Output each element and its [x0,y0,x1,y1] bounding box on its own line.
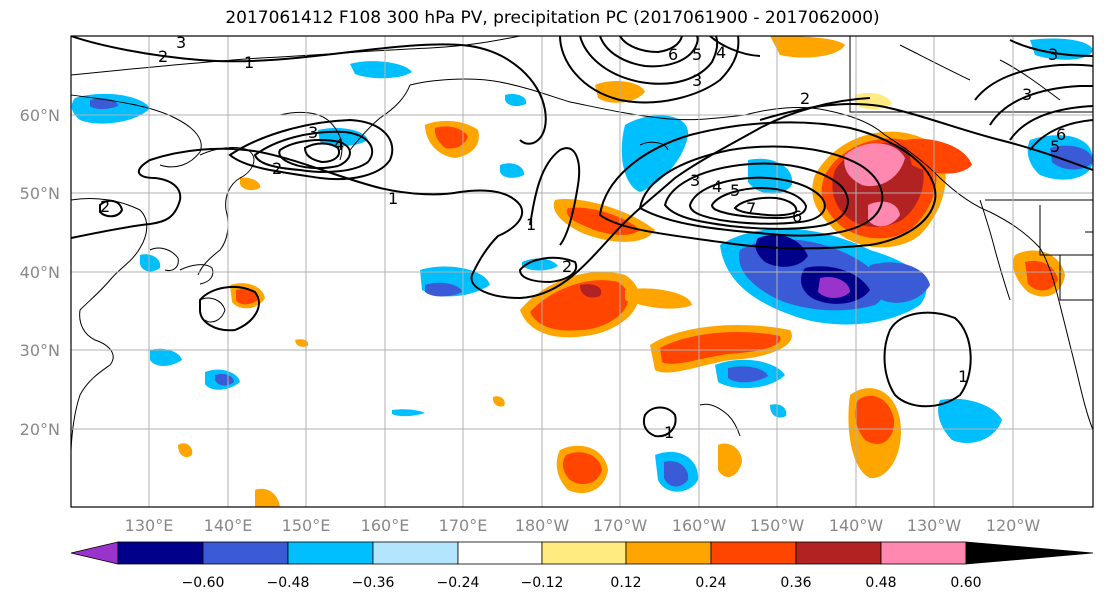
pv-label: 6 [792,207,802,226]
colorbar-segment [287,541,374,565]
pv-label: 3 [176,33,186,52]
lat-label: 20°N [20,420,60,439]
colorbar-segment [965,541,1094,565]
colorbar-segment [202,541,289,565]
colorbar-segment [117,541,204,565]
colorbar-label: 0.60 [950,575,981,591]
colorbar-segment [372,541,459,565]
pv-label: 4 [712,177,722,196]
pv-contours [71,36,1093,438]
pv-label: 5 [692,45,702,64]
pv-label: 2 [272,159,282,178]
pv-label: 1 [244,53,254,72]
colorbar-segment [710,541,797,565]
colorbar-segment [880,541,967,565]
lat-label: 60°N [20,106,60,125]
pv-label: 5 [730,181,740,200]
colorbar-label: 0.12 [610,575,641,591]
pv-label: 2 [158,47,168,66]
lat-label: 40°N [20,263,60,282]
lon-axis-labels: 130°E 140°E 150°E 160°E 170°E 180°W 170°… [125,516,1041,535]
colorbar-label: −0.48 [267,575,310,591]
pv-label: 3 [692,71,702,90]
precip-shading [71,36,1093,507]
colorbar-label: −0.36 [352,575,395,591]
colorbar-segment [457,541,543,565]
colorbar-label: −0.24 [437,575,480,591]
lon-label: 120°W [986,516,1041,535]
colorbar [70,541,1094,565]
pv-label: 1 [526,215,536,234]
plot-title: 2017061412 F108 300 hPa PV, precipitatio… [225,8,880,28]
pv-label: 1 [958,367,968,386]
pv-label: 5 [1050,137,1060,156]
gridlines [71,36,1093,507]
colorbar-label: 0.36 [780,575,811,591]
lon-label: 160°W [672,516,727,535]
colorbar-segment [625,541,712,565]
pv-label: 4 [716,43,726,62]
pv-label: 6 [668,45,678,64]
lat-label: 50°N [20,184,60,203]
lon-label: 180°W [515,516,570,535]
pv-label: 2 [562,257,572,276]
pv-label: 1 [388,189,398,208]
lon-label: 150°E [282,516,331,535]
colorbar-segment [70,541,119,565]
colorbar-label: −0.60 [182,575,225,591]
colorbar-label: 0.24 [695,575,726,591]
lon-label: 140°E [204,516,253,535]
lat-label: 30°N [20,341,60,360]
pv-label: 6 [1056,125,1066,144]
pv-label: 3 [690,171,700,190]
map-area: 2 1 1 2 3 2 3 4 1 2 3 4 5 7 6 2 6 5 4 3 … [71,33,1093,507]
lon-label: 150°W [750,516,805,535]
pv-label: 2 [800,89,810,108]
pv-label: 2 [100,197,110,216]
lon-label: 140°W [829,516,884,535]
pv-label: 3 [308,123,318,142]
lon-label: 130°W [907,516,962,535]
lat-axis-labels: 60°N 50°N 40°N 30°N 20°N [20,106,60,439]
lon-label: 130°E [125,516,174,535]
lon-label: 170°E [439,516,488,535]
pv-label: 4 [334,135,344,154]
colorbar-labels: −0.60 −0.48 −0.36 −0.24 −0.12 0.12 0.24 … [182,575,982,591]
pv-label: 3 [1048,45,1058,64]
colorbar-segment [795,541,882,565]
pv-label: 3 [1022,85,1032,104]
pv-label: 7 [746,199,756,218]
map-frame [70,35,1094,508]
colorbar-label: −0.12 [521,575,564,591]
lon-label: 160°E [361,516,410,535]
colorbar-label: 0.48 [865,575,896,591]
pv-label: 1 [664,423,674,442]
colorbar-segment [541,541,627,565]
lon-label: 170°W [593,516,648,535]
pv-contour-labels: 2 1 1 2 3 2 3 4 1 2 3 4 5 7 6 2 6 5 4 3 … [100,33,1066,442]
